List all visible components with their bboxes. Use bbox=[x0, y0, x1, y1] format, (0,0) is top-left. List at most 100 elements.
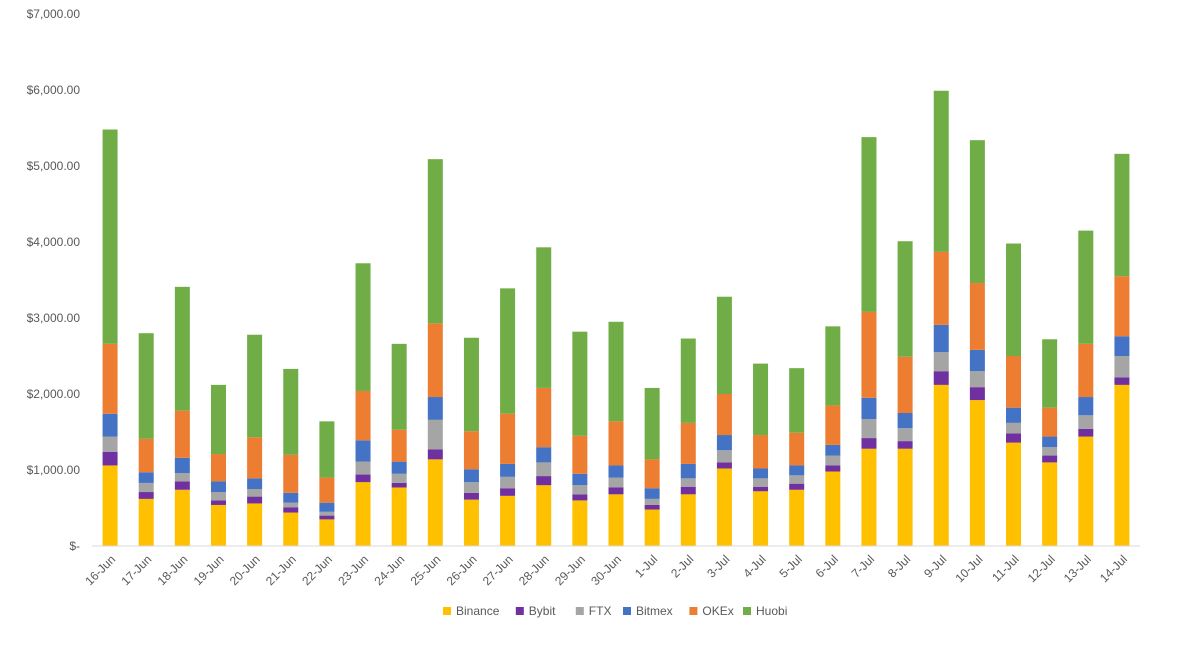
bar-segment-bybit bbox=[572, 494, 588, 501]
bar-segment-okex bbox=[753, 435, 769, 469]
bar-segment-bybit bbox=[355, 474, 371, 483]
bar-stack bbox=[969, 140, 985, 546]
y-tick-label: $1,000.00 bbox=[27, 463, 81, 477]
bar-stack bbox=[897, 241, 913, 546]
bar-segment-huobi bbox=[536, 247, 552, 388]
bar-segment-ftx bbox=[716, 450, 732, 463]
legend-swatch bbox=[689, 607, 698, 615]
bar-segment-binance bbox=[897, 448, 913, 546]
bar-segment-ftx bbox=[897, 428, 913, 442]
bar-segment-bybit bbox=[210, 500, 226, 505]
bar-segment-binance bbox=[138, 498, 154, 546]
bar-segment-binance bbox=[174, 489, 190, 546]
bar-stack bbox=[138, 333, 154, 546]
bar-segment-bybit bbox=[283, 507, 299, 513]
bar-segment-huobi bbox=[608, 321, 624, 422]
bar-segment-bybit bbox=[789, 483, 805, 490]
bar-segment-bybit bbox=[716, 462, 732, 469]
bar-segment-binance bbox=[1078, 436, 1094, 546]
bar-segment-bitmex bbox=[500, 463, 516, 477]
bar-segment-huobi bbox=[210, 384, 226, 455]
bar-segment-huobi bbox=[861, 137, 877, 312]
bar-segment-ftx bbox=[536, 462, 552, 477]
bar-segment-okex bbox=[174, 410, 190, 458]
legend-item: Bitmex bbox=[623, 604, 673, 618]
bar-stack bbox=[319, 421, 335, 546]
bar-segment-binance bbox=[680, 494, 696, 546]
bar-segment-huobi bbox=[174, 286, 190, 411]
bar-segment-bybit bbox=[1042, 455, 1058, 463]
bar-segment-ftx bbox=[680, 478, 696, 487]
bar-stack bbox=[825, 326, 841, 546]
bar-stack bbox=[247, 334, 263, 546]
bar-segment-huobi bbox=[789, 368, 805, 433]
bar-stack bbox=[608, 321, 624, 546]
bar-segment-bitmex bbox=[1042, 436, 1058, 448]
bar-segment-ftx bbox=[138, 482, 154, 493]
bar-segment-huobi bbox=[572, 331, 588, 436]
bar-stack bbox=[933, 90, 949, 546]
bar-segment-okex bbox=[789, 432, 805, 466]
bar-segment-ftx bbox=[247, 489, 263, 497]
bar-segment-ftx bbox=[969, 371, 985, 388]
x-tick-label: 25-Jun bbox=[408, 552, 444, 588]
bar-segment-binance bbox=[536, 485, 552, 546]
bar-segment-binance bbox=[463, 499, 479, 546]
bar-segment-okex bbox=[536, 387, 552, 448]
x-tick-label: 7-Jul bbox=[849, 552, 877, 580]
bar-segment-ftx bbox=[933, 352, 949, 372]
bar-segment-ftx bbox=[463, 482, 479, 493]
bar-segment-bitmex bbox=[789, 465, 805, 476]
bar-segment-bybit bbox=[463, 492, 479, 500]
bar-segment-binance bbox=[753, 491, 769, 546]
legend-swatch bbox=[575, 607, 584, 615]
bar-stack bbox=[283, 368, 299, 546]
legend-swatch bbox=[443, 607, 451, 615]
bar-segment-binance bbox=[644, 509, 660, 546]
bar-segment-binance bbox=[572, 500, 588, 546]
bar-segment-binance bbox=[210, 504, 226, 546]
bar-segment-bybit bbox=[319, 515, 335, 520]
bar-segment-bitmex bbox=[644, 488, 660, 499]
bar-stack bbox=[500, 288, 516, 546]
bar-segment-binance bbox=[319, 519, 335, 546]
legend-label: Binance bbox=[456, 604, 500, 618]
bar-segment-ftx bbox=[1114, 356, 1130, 378]
bar-segment-huobi bbox=[969, 140, 985, 284]
x-tick-label: 14-Jul bbox=[1097, 552, 1130, 585]
bar-segment-okex bbox=[1078, 343, 1094, 398]
bar-stack bbox=[210, 384, 226, 546]
bar-segment-ftx bbox=[427, 419, 443, 450]
legend-label: Huobi bbox=[756, 604, 787, 618]
bar-segment-huobi bbox=[247, 334, 263, 438]
bar-segment-bybit bbox=[680, 486, 696, 495]
bar-segment-binance bbox=[716, 468, 732, 546]
legend-label: OKEx bbox=[702, 604, 733, 618]
bar-stack bbox=[536, 247, 552, 546]
bar-segment-binance bbox=[102, 465, 118, 546]
legend-label: Bybit bbox=[529, 604, 556, 618]
bar-segment-huobi bbox=[283, 368, 299, 455]
bar-segment-okex bbox=[644, 459, 660, 489]
x-tick-label: 9-Jul bbox=[921, 552, 949, 580]
bar-segment-bybit bbox=[1114, 377, 1130, 385]
bars-group bbox=[102, 90, 1130, 546]
x-tick-label: 18-Jun bbox=[155, 552, 191, 588]
bar-segment-okex bbox=[138, 438, 154, 473]
bar-stack bbox=[572, 331, 588, 546]
bar-segment-bitmex bbox=[716, 435, 732, 451]
bar-stack bbox=[789, 368, 805, 546]
bar-segment-ftx bbox=[210, 492, 226, 501]
bar-stack bbox=[644, 387, 660, 546]
x-tick-label: 5-Jul bbox=[777, 552, 805, 580]
bar-segment-binance bbox=[861, 448, 877, 546]
bar-segment-bitmex bbox=[283, 492, 299, 503]
bar-segment-bybit bbox=[933, 371, 949, 385]
bar-segment-bitmex bbox=[825, 444, 841, 456]
bar-segment-bybit bbox=[247, 496, 263, 504]
legend-swatch bbox=[623, 607, 631, 615]
bar-segment-okex bbox=[500, 413, 516, 464]
bar-segment-ftx bbox=[789, 475, 805, 484]
bar-segment-okex bbox=[680, 422, 696, 464]
